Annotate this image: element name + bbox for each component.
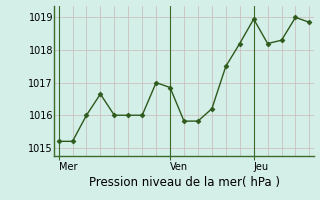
X-axis label: Pression niveau de la mer( hPa ): Pression niveau de la mer( hPa ): [89, 176, 279, 189]
